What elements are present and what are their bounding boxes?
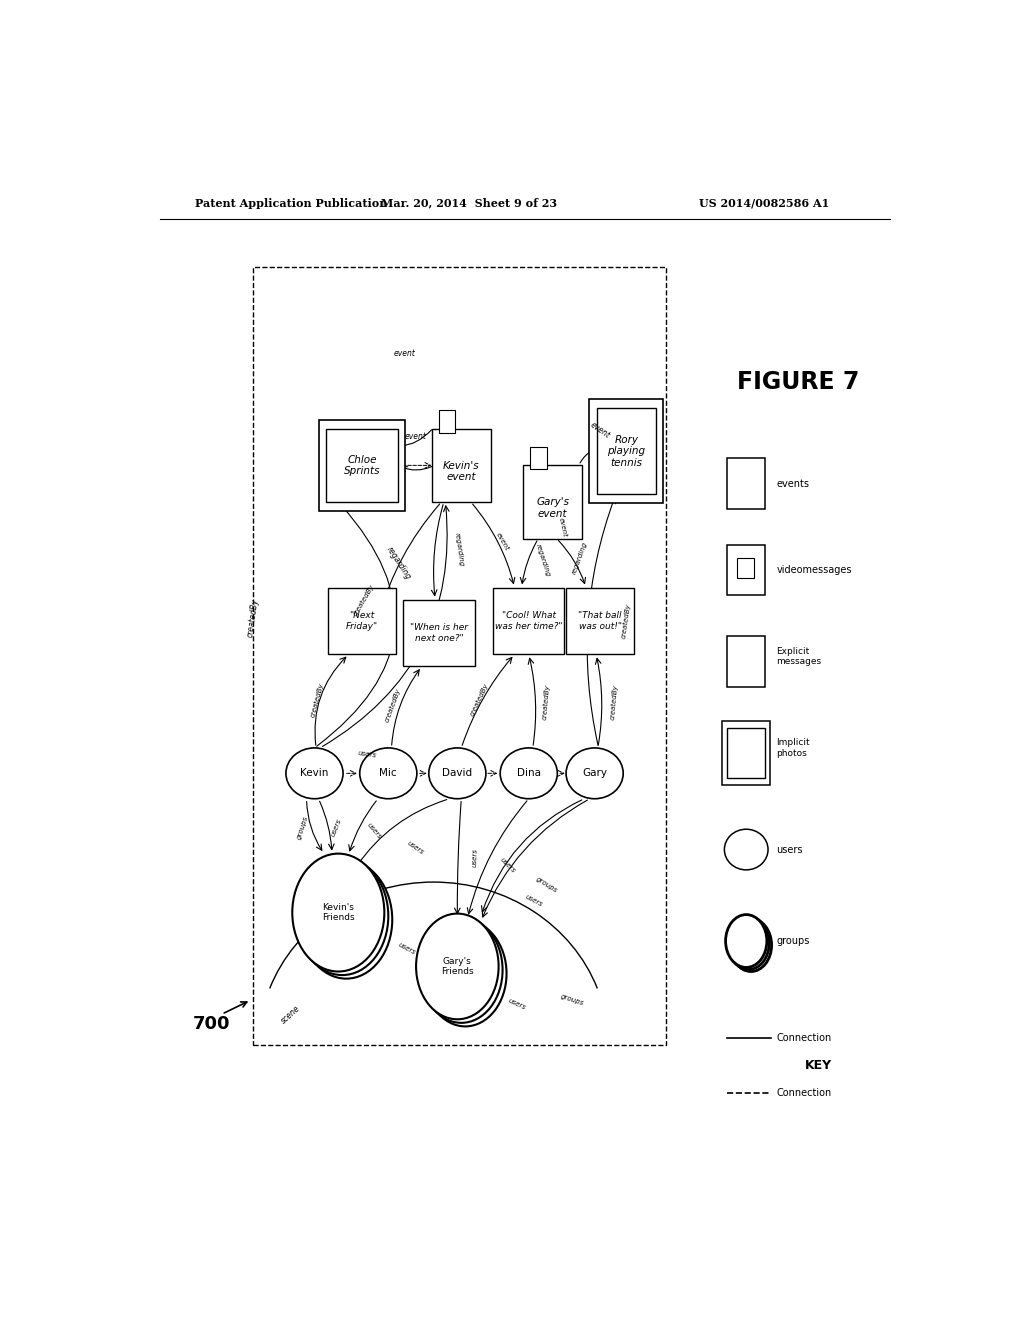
Text: videomessages: videomessages — [776, 565, 852, 576]
Text: "Next
Friday": "Next Friday" — [346, 611, 378, 631]
FancyBboxPatch shape — [494, 587, 564, 653]
Text: users: users — [776, 845, 803, 854]
Text: Mar. 20, 2014  Sheet 9 of 23: Mar. 20, 2014 Sheet 9 of 23 — [381, 198, 557, 209]
FancyBboxPatch shape — [403, 601, 475, 667]
Text: createdBy: createdBy — [384, 688, 402, 723]
Text: Gary's
event: Gary's event — [537, 498, 569, 519]
FancyBboxPatch shape — [319, 420, 404, 511]
Text: createdBy: createdBy — [309, 682, 325, 718]
Text: 700: 700 — [193, 1015, 230, 1034]
Text: users: users — [507, 998, 526, 1011]
Text: Kevin: Kevin — [300, 768, 329, 779]
Ellipse shape — [286, 748, 343, 799]
Text: Kevin's
Friends: Kevin's Friends — [322, 903, 354, 923]
Circle shape — [300, 861, 392, 978]
Text: FIGURE 7: FIGURE 7 — [737, 370, 860, 393]
Circle shape — [296, 857, 388, 975]
FancyBboxPatch shape — [727, 636, 765, 686]
FancyBboxPatch shape — [329, 587, 396, 653]
Text: events: events — [776, 479, 809, 488]
Circle shape — [420, 917, 503, 1023]
Text: event: event — [558, 517, 568, 537]
Text: David: David — [442, 768, 472, 779]
FancyBboxPatch shape — [722, 722, 770, 784]
Text: event: event — [589, 420, 611, 440]
Circle shape — [730, 919, 772, 972]
FancyBboxPatch shape — [431, 429, 492, 502]
Text: createdBy: createdBy — [352, 583, 375, 618]
Text: Mic: Mic — [380, 768, 397, 779]
Text: users: users — [397, 942, 417, 956]
Text: Kevin's
event: Kevin's event — [443, 461, 479, 482]
Ellipse shape — [500, 748, 557, 799]
Text: createdBy: createdBy — [469, 681, 489, 717]
Text: createdBy: createdBy — [246, 598, 260, 638]
Text: Rory
playing
tennis: Rory playing tennis — [607, 434, 645, 467]
Text: regarding: regarding — [454, 532, 464, 568]
Text: users: users — [500, 855, 517, 874]
FancyBboxPatch shape — [590, 399, 664, 503]
Ellipse shape — [429, 748, 486, 799]
Text: users: users — [471, 849, 478, 867]
Text: Gary: Gary — [582, 768, 607, 779]
Text: KEY: KEY — [805, 1059, 831, 1072]
Text: groups: groups — [536, 876, 559, 894]
Text: Dina: Dina — [517, 768, 541, 779]
Text: "That ball
was out!": "That ball was out!" — [579, 611, 622, 631]
Circle shape — [416, 913, 499, 1019]
Text: users: users — [524, 894, 544, 907]
Text: Gary's
Friends: Gary's Friends — [441, 957, 474, 975]
Text: regarding: regarding — [535, 543, 551, 577]
Text: Explicit
messages: Explicit messages — [776, 647, 821, 667]
FancyBboxPatch shape — [327, 429, 397, 502]
FancyBboxPatch shape — [530, 447, 547, 470]
Text: Chloe
Sprints: Chloe Sprints — [344, 454, 380, 477]
Text: event: event — [495, 532, 510, 552]
Text: createdBy: createdBy — [621, 603, 632, 639]
Circle shape — [292, 854, 384, 972]
Text: US 2014/0082586 A1: US 2014/0082586 A1 — [699, 198, 829, 209]
Text: users: users — [406, 840, 425, 855]
Text: users: users — [358, 750, 378, 758]
Circle shape — [728, 916, 769, 969]
Circle shape — [726, 915, 767, 968]
Text: "Cool! What
was her time?": "Cool! What was her time?" — [495, 611, 562, 631]
Text: groups: groups — [296, 814, 309, 840]
Text: users: users — [330, 817, 342, 837]
Text: users: users — [366, 822, 382, 841]
FancyBboxPatch shape — [736, 558, 754, 578]
Text: createdBy: createdBy — [542, 684, 551, 721]
Ellipse shape — [566, 748, 624, 799]
FancyBboxPatch shape — [438, 411, 456, 433]
Circle shape — [424, 921, 507, 1027]
FancyBboxPatch shape — [727, 727, 765, 779]
Ellipse shape — [724, 829, 768, 870]
Text: Patent Application Publication: Patent Application Publication — [196, 198, 388, 209]
Text: Connection: Connection — [776, 1089, 831, 1098]
FancyBboxPatch shape — [523, 466, 583, 539]
FancyBboxPatch shape — [727, 458, 765, 510]
Text: Connection: Connection — [776, 1032, 831, 1043]
Text: event: event — [406, 433, 427, 441]
Text: event: event — [393, 348, 415, 358]
Text: regarding: regarding — [571, 541, 588, 576]
Ellipse shape — [359, 748, 417, 799]
Text: regarding: regarding — [385, 545, 413, 581]
Text: groups: groups — [776, 936, 810, 946]
FancyBboxPatch shape — [597, 408, 656, 494]
Text: scene: scene — [280, 1003, 302, 1026]
Text: createdBy: createdBy — [609, 684, 618, 721]
FancyBboxPatch shape — [727, 545, 765, 595]
Text: "When is her
next one?": "When is her next one?" — [410, 623, 468, 643]
FancyBboxPatch shape — [566, 587, 634, 653]
Text: groups: groups — [560, 994, 585, 1007]
Text: Implicit
photos: Implicit photos — [776, 738, 810, 758]
